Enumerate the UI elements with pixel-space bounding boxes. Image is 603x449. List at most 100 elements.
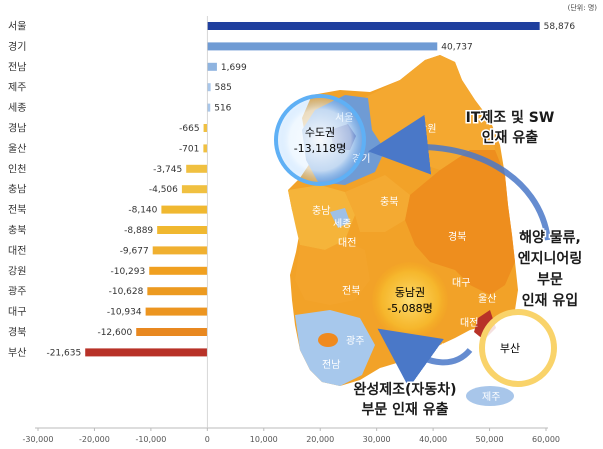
map-label-daejeon: 대전 bbox=[338, 237, 356, 249]
category-label-9: 전북 bbox=[8, 204, 26, 216]
value-label-1: 40,737 bbox=[441, 42, 473, 52]
bar-0 bbox=[207, 22, 540, 30]
annotation-maritime-4: 인재 유입 bbox=[522, 292, 578, 309]
annotation-maritime-2: 엔지니어링 bbox=[518, 250, 582, 267]
sudogwon-name: 수도권 bbox=[305, 126, 335, 139]
value-label-6: -701 bbox=[179, 144, 199, 154]
map-chungnam bbox=[288, 185, 355, 250]
value-label-11: -9,677 bbox=[120, 246, 149, 256]
map-label-gangwon: 강원 bbox=[418, 123, 436, 135]
category-label-10: 충북 bbox=[8, 225, 26, 237]
category-label-5: 경남 bbox=[8, 122, 26, 135]
map-label-daegu: 대구 bbox=[452, 277, 470, 289]
value-label-9: -8,140 bbox=[128, 206, 157, 216]
x-tick-label-2: -10,000 bbox=[135, 435, 166, 444]
map-chungbuk bbox=[345, 175, 410, 232]
dongnamgwon-glow bbox=[372, 262, 448, 338]
map-label-chungnam: 충남 bbox=[312, 205, 330, 217]
category-label-1: 경기 bbox=[8, 40, 26, 53]
bar-15 bbox=[136, 328, 208, 336]
category-label-2: 전남 bbox=[8, 61, 26, 73]
category-label-15: 경북 bbox=[8, 326, 26, 339]
map-label-chungbuk: 충북 bbox=[380, 196, 398, 208]
map-jeju bbox=[466, 386, 514, 406]
x-tick-label-4: 10,000 bbox=[250, 435, 278, 444]
category-label-4: 세종 bbox=[8, 102, 26, 114]
x-tick-label-5: 20,000 bbox=[306, 435, 334, 444]
category-label-14: 대구 bbox=[8, 306, 26, 318]
value-labels-group: 58,876 40,737 1,699 585 516 -665 -701 -3,745 -4,… bbox=[46, 22, 575, 358]
sudogwon-value: -13,118명 bbox=[294, 142, 347, 155]
category-label-3: 제주 bbox=[8, 82, 26, 94]
annotation-auto-2: 부문 인재 유출 bbox=[361, 401, 448, 418]
bar-13 bbox=[147, 287, 208, 296]
map-label-gyeongbuk: 경북 bbox=[448, 230, 466, 243]
bar-16 bbox=[85, 348, 208, 357]
value-label-2: 1,699 bbox=[221, 63, 247, 73]
x-tick-label-1: -20,000 bbox=[79, 435, 110, 444]
map-gwangju bbox=[318, 333, 338, 347]
category-label-0: 서울 bbox=[8, 21, 26, 33]
unit-label: (단위: 명) bbox=[568, 3, 598, 12]
value-label-5: -665 bbox=[179, 124, 199, 134]
value-label-14: -10,934 bbox=[107, 308, 142, 318]
annotation-it-1: IT제조 및 SW bbox=[466, 109, 555, 126]
map-jeonnam bbox=[295, 310, 375, 386]
map-label-gwangju: 광주 bbox=[346, 335, 364, 347]
map-gyeongbuk bbox=[405, 150, 515, 295]
x-tick-label-9: 60,000 bbox=[532, 435, 560, 444]
annotation-auto-1: 완성제조(자동차) bbox=[354, 382, 457, 398]
value-label-16: -21,635 bbox=[46, 348, 81, 358]
x-tick-label-8: 50,000 bbox=[476, 435, 504, 444]
flow-arrow-top bbox=[368, 114, 551, 241]
map-label-gyeongnam: 경남 bbox=[426, 342, 444, 355]
map-label-jeonbuk: 전북 bbox=[342, 285, 360, 297]
map-label-jeonnam: 전남 bbox=[322, 359, 340, 371]
x-tick-label-0: -30,000 bbox=[23, 435, 54, 444]
annotation-it-2: 인재 유출 bbox=[482, 129, 539, 146]
x-tick-label-6: 30,000 bbox=[363, 435, 391, 444]
bar-1 bbox=[207, 42, 438, 51]
map-sejong bbox=[330, 208, 350, 228]
flow-arrow-bottom bbox=[377, 328, 473, 388]
bar-11 bbox=[152, 246, 208, 255]
map-label-sejong: 세종 bbox=[333, 218, 351, 230]
annotation-maritime-1: 해양 물류, bbox=[519, 230, 581, 246]
bar-7 bbox=[186, 164, 208, 173]
map-label-daejeon-alt: 대전 bbox=[460, 317, 478, 329]
x-tick-label-3: 0 bbox=[205, 435, 210, 444]
map-jeonbuk bbox=[295, 240, 370, 305]
bar-14 bbox=[145, 307, 208, 316]
value-label-4: 516 bbox=[214, 104, 231, 114]
value-label-7: -3,745 bbox=[153, 165, 182, 175]
category-label-7: 인천 bbox=[8, 163, 26, 175]
sudogwon-glow bbox=[274, 94, 366, 186]
bar-8 bbox=[181, 185, 208, 194]
category-label-8: 충남 bbox=[8, 184, 26, 196]
value-label-0: 58,876 bbox=[544, 22, 576, 32]
dongnamgwon-name: 동남권 bbox=[395, 286, 425, 299]
value-label-12: -10,293 bbox=[110, 267, 145, 277]
category-label-13: 광주 bbox=[8, 286, 26, 298]
bar-3 bbox=[207, 83, 211, 92]
x-tick-label-7: 40,000 bbox=[419, 435, 447, 444]
category-label-16: 부산 bbox=[8, 347, 26, 359]
category-label-6: 울산 bbox=[8, 143, 26, 155]
value-label-15: -12,600 bbox=[97, 328, 132, 338]
bar-4 bbox=[207, 103, 211, 112]
map-label-jeju: 제주 bbox=[482, 391, 500, 403]
bar-2 bbox=[207, 62, 217, 71]
bar-6 bbox=[203, 144, 208, 153]
busan-ring-label: 부산 bbox=[500, 342, 520, 355]
x-axis: -30,000 -20,000 -10,000 0 10,000 20,000 30,000… bbox=[23, 16, 560, 444]
bar-12 bbox=[149, 266, 208, 275]
bar-9 bbox=[161, 205, 208, 214]
category-label-12: 강원 bbox=[8, 265, 26, 277]
busan-glow bbox=[479, 309, 557, 387]
value-label-13: -10,628 bbox=[109, 287, 144, 297]
dongnamgwon-value: -5,088명 bbox=[387, 302, 433, 315]
bars-group bbox=[85, 22, 540, 357]
value-label-10: -8,889 bbox=[124, 226, 153, 236]
